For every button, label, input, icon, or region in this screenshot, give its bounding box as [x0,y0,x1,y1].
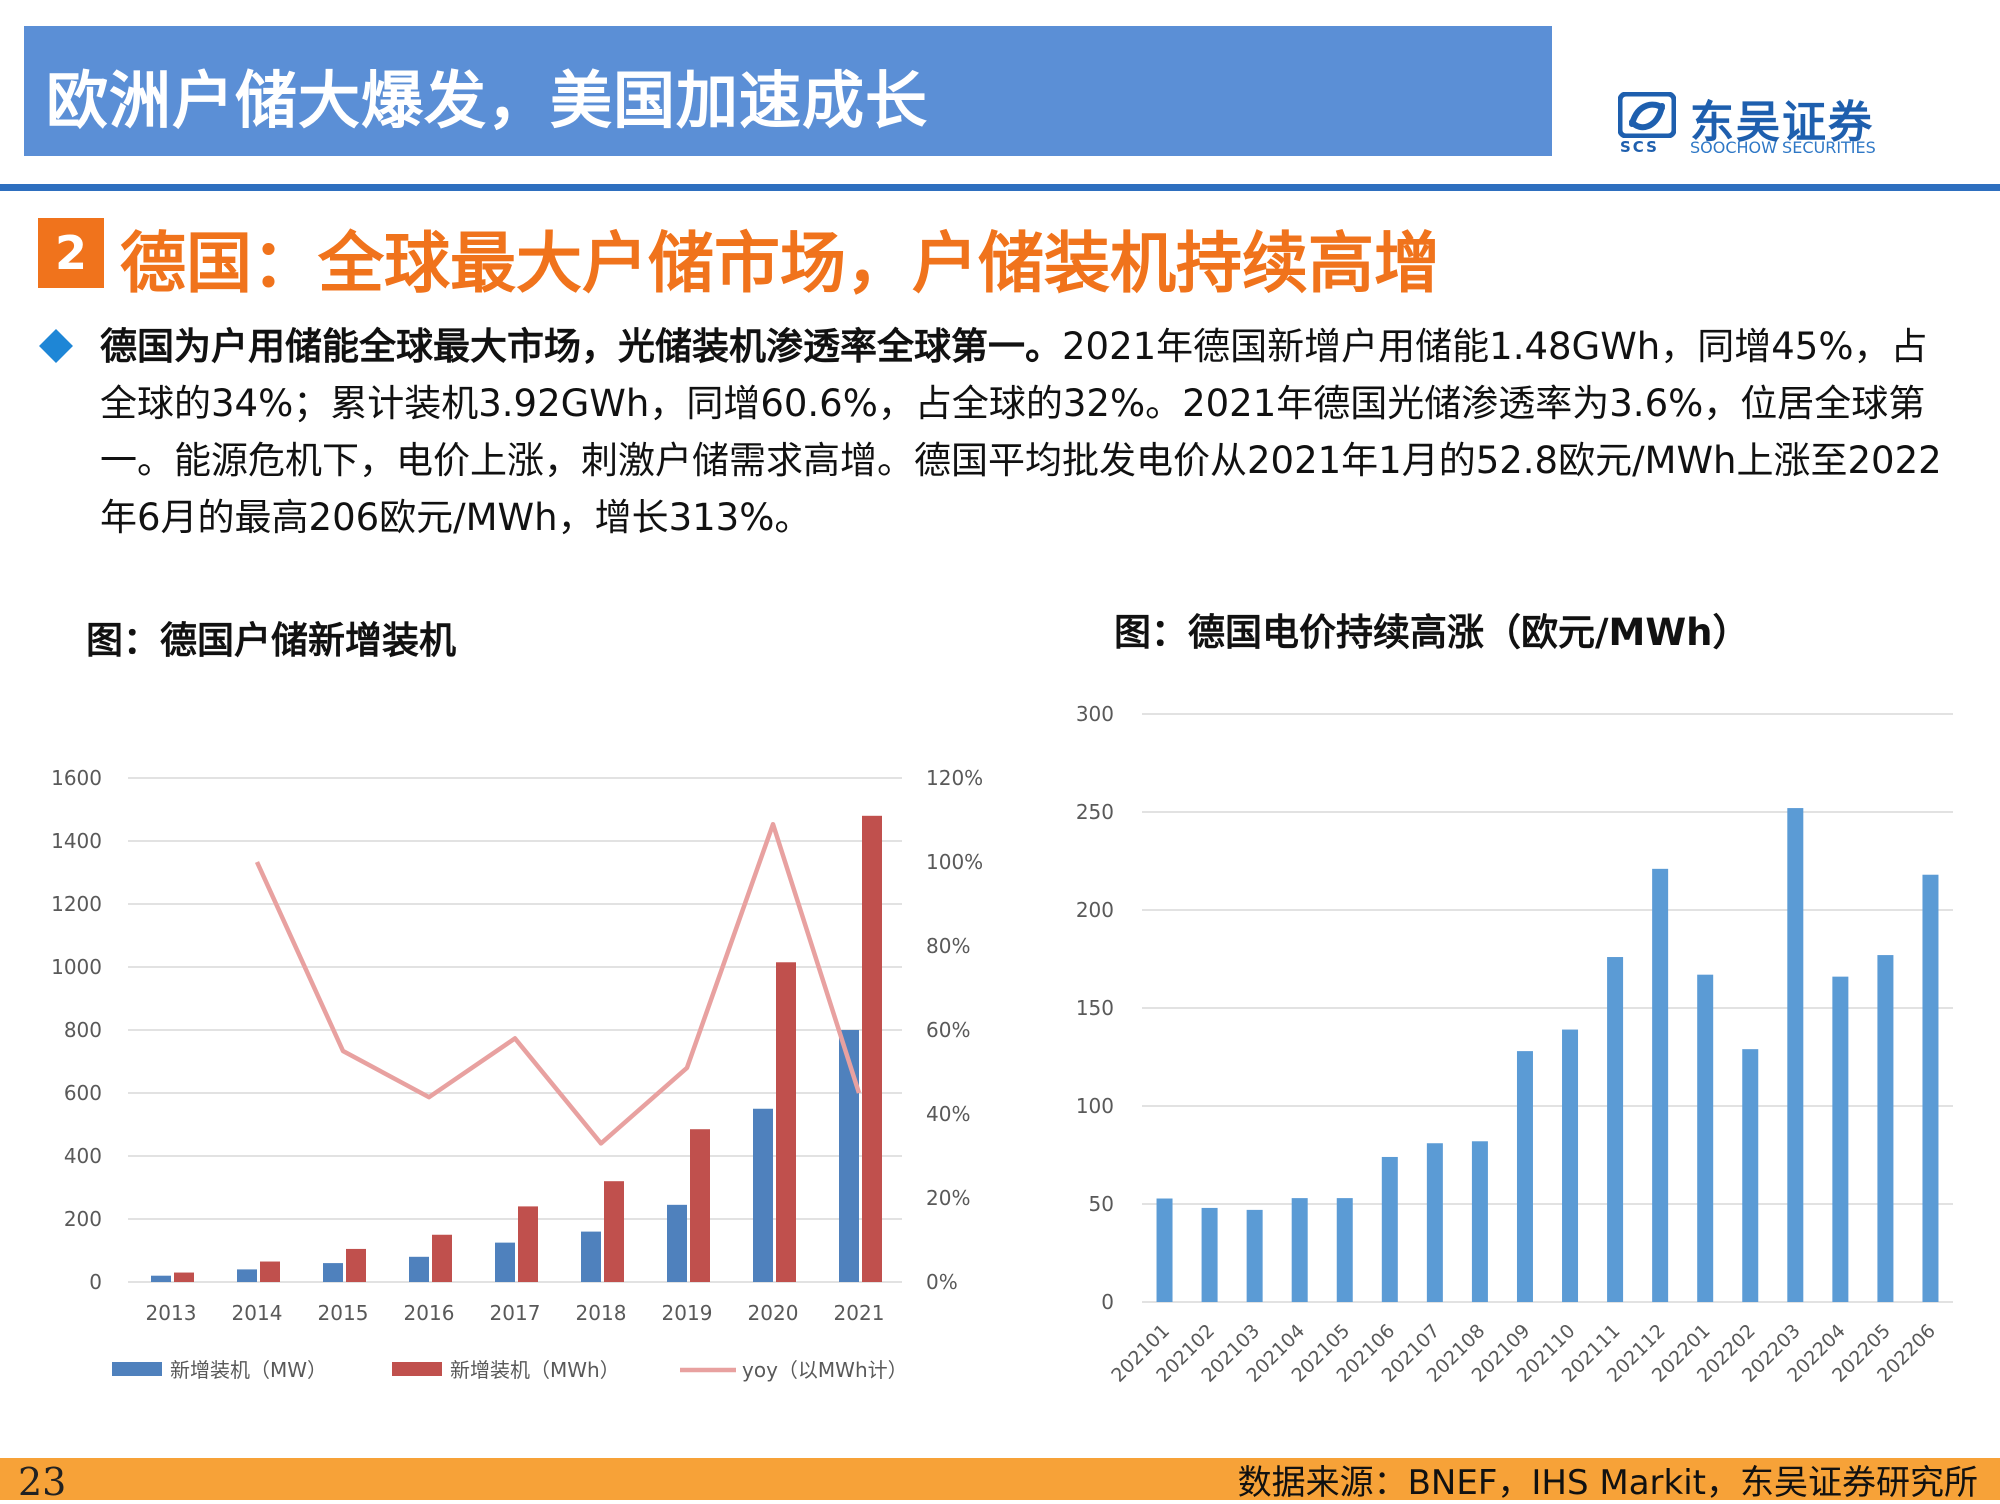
bar [690,1129,710,1282]
bar [1877,955,1894,1302]
storage-installations-chart: 0 200 400 600 800 1000 1200 1400 1600 0% 20% 40% 60%… [51,766,983,1382]
bar [1697,974,1714,1302]
bar [1922,874,1939,1302]
x-tick-label: 2014 [232,1301,283,1325]
legend-label: 新增装机（MWh） [450,1358,620,1382]
y-tick-label: 600 [64,1081,102,1105]
x-tick-label: 2020 [748,1301,799,1325]
x-tick-label: 2013 [146,1301,197,1325]
bar [667,1204,687,1282]
data-source: 数据来源：BNEF，IHS Markit，东吴证券研究所 [1237,1463,1978,1503]
y-tick-label: 200 [1076,898,1114,922]
bar [753,1108,773,1282]
y2-tick-label: 60% [926,1018,970,1042]
y2-tick-label: 20% [926,1186,970,1210]
header-divider [0,184,2000,191]
bar [1381,1156,1398,1302]
right-chart-title: 图：德国电价持续高涨（欧元/MWh） [1114,611,1750,654]
y-tick-label: 1000 [51,955,102,979]
x-tick-label: 2018 [576,1301,627,1325]
page-number: 23 [18,1460,67,1504]
bar [1562,1029,1579,1302]
bar [862,815,882,1282]
bar [1787,808,1804,1302]
y-tick-label: 1400 [51,829,102,853]
bar [432,1234,452,1282]
y-tick-label: 400 [64,1144,102,1168]
bar [1832,976,1849,1302]
x-tick-label: 2016 [404,1301,455,1325]
logo-abbr: SCS [1620,138,1659,156]
bar [1246,1209,1263,1302]
y-tick-label: 150 [1076,996,1114,1020]
y2-tick-label: 40% [926,1102,970,1126]
bar [495,1242,515,1282]
bar [1516,1051,1533,1302]
bar [518,1206,538,1282]
x-tick-label: 2019 [662,1301,713,1325]
x-tick-label: 2017 [490,1301,541,1325]
y2-tick-label: 100% [926,850,983,874]
bar [409,1256,429,1282]
y2-tick-label: 0% [926,1270,958,1294]
bar [237,1269,257,1282]
bar [1607,957,1624,1302]
bar [581,1231,601,1282]
bar [260,1261,280,1282]
footer-bar [0,1458,2000,1500]
bullet-body: 2021年德国新增户用储能1.48GWh，同增45%，占全球的34%；累计装机3… [100,325,1942,539]
bar [174,1272,194,1282]
x-tick-label: 2015 [318,1301,369,1325]
bar [1201,1207,1218,1302]
legend-swatch [392,1362,442,1376]
section-number: 2 [38,218,104,288]
bar [1426,1143,1443,1302]
bar [1742,1049,1759,1302]
bar [776,962,796,1282]
company-logo: SCS 东吴证券 SOOCHOW SECURITIES [1618,86,1898,160]
electricity-price-chart: 0501001502002503002021012021022021032021… [1076,702,1953,1387]
y2-tick-label: 120% [926,766,983,790]
logo-en-name: SOOCHOW SECURITIES [1690,138,1876,157]
bar [1336,1198,1353,1302]
y-tick-label: 1200 [51,892,102,916]
y-tick-label: 0 [1101,1290,1114,1314]
bar [1156,1198,1173,1302]
bar [346,1248,366,1282]
bar [323,1263,343,1282]
y-tick-label: 800 [64,1018,102,1042]
header-bar [24,26,1552,156]
left-chart-title: 图：德国户储新增装机 [86,619,456,662]
legend-label: 新增装机（MW） [170,1358,327,1382]
y-tick-label: 300 [1076,702,1114,726]
legend-label: yoy（以MWh计） [742,1358,908,1382]
section-title: 德国：全球最大户储市场，户储装机持续高增 [120,225,1440,302]
diamond-bullet-icon [39,329,73,363]
bar [604,1181,624,1282]
y-tick-label: 1600 [51,766,102,790]
bar [839,1030,859,1282]
logo-cn-name: 东吴证券 [1690,97,1874,148]
bar [1471,1141,1488,1302]
bar [1652,868,1669,1302]
y-tick-label: 50 [1089,1192,1114,1216]
yoy-line [254,821,862,1146]
page-title: 欧洲户储大爆发，美国加速成长 [46,64,929,137]
bullet-bold-lead: 德国为户用储能全球最大市场，光储装机渗透率全球第一。 [100,325,1062,368]
y2-tick-label: 80% [926,934,970,958]
bar [151,1275,171,1282]
bullet-paragraph: 德国为户用储能全球最大市场，光储装机渗透率全球第一。2021年德国新增户用储能1… [100,318,1960,546]
bar [1291,1198,1308,1302]
x-tick-label: 2021 [834,1301,885,1325]
y-tick-label: 200 [64,1207,102,1231]
y-tick-label: 100 [1076,1094,1114,1118]
y-tick-label: 0 [89,1270,102,1294]
logo-mark-icon [1618,92,1676,138]
legend-swatch [112,1362,162,1376]
y-tick-label: 250 [1076,800,1114,824]
